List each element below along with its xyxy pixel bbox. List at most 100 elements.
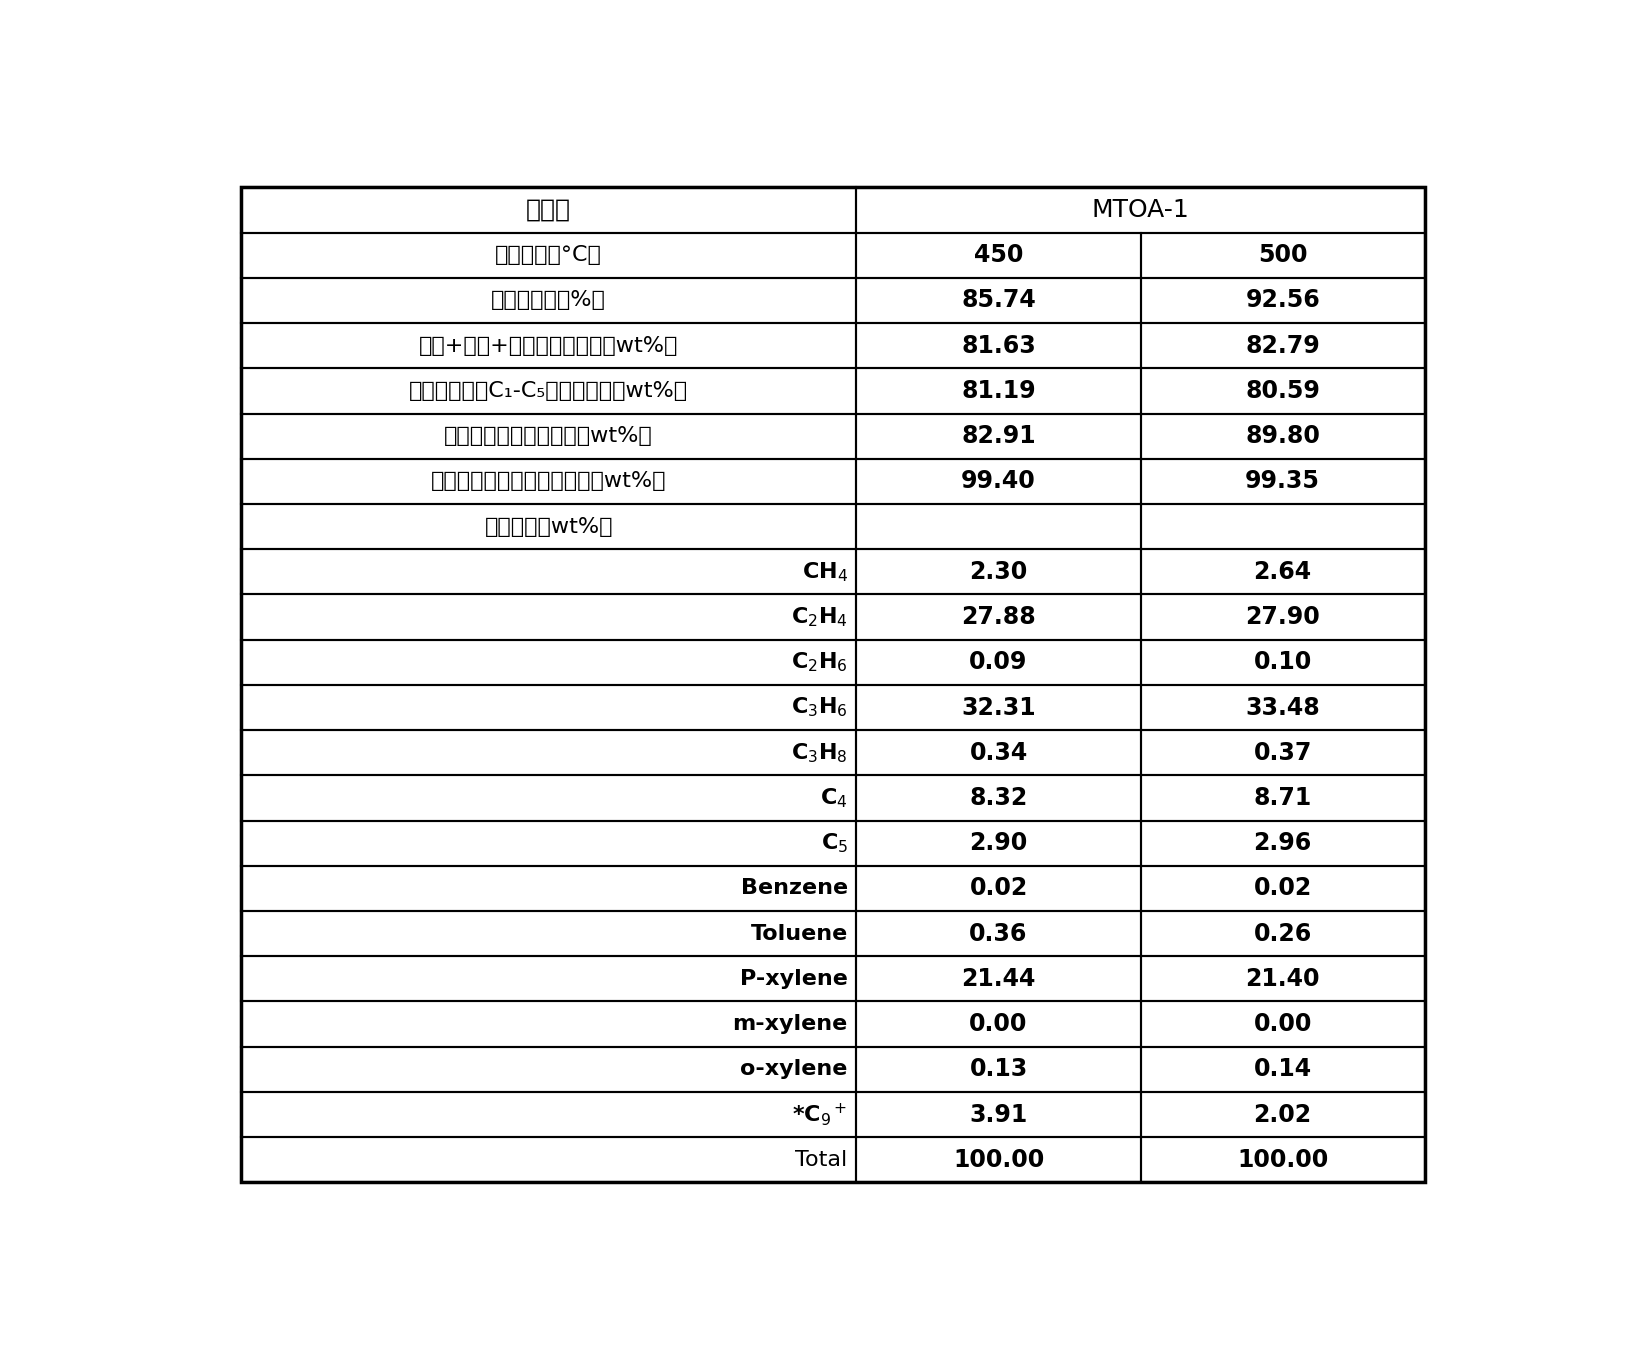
Bar	[240, 595, 856, 639]
Bar	[1141, 821, 1425, 865]
Bar	[240, 549, 856, 595]
Bar	[240, 323, 856, 369]
Bar	[856, 730, 1141, 775]
Text: 催化剂: 催化剂	[526, 198, 572, 222]
Text: 乙烯+丙烯+对二甲苯选择性（wt%）: 乙烯+丙烯+对二甲苯选择性（wt%）	[419, 335, 678, 355]
Bar	[240, 1137, 856, 1182]
Text: 81.63: 81.63	[960, 334, 1035, 358]
Bar	[856, 775, 1141, 821]
Bar	[1141, 1001, 1425, 1047]
Bar	[240, 503, 856, 549]
Text: P-xylene: P-xylene	[739, 969, 848, 989]
Bar	[240, 775, 856, 821]
Text: 99.35: 99.35	[1245, 470, 1320, 494]
Text: 0.02: 0.02	[1253, 876, 1311, 900]
Bar	[1141, 1137, 1425, 1182]
Bar	[240, 459, 856, 503]
Bar	[240, 277, 856, 323]
Text: 92.56: 92.56	[1245, 288, 1320, 312]
Bar	[240, 1092, 856, 1137]
Text: 2.64: 2.64	[1253, 560, 1311, 584]
Text: 21.40: 21.40	[1245, 966, 1320, 991]
Bar	[856, 1137, 1141, 1182]
Text: 0.09: 0.09	[970, 650, 1027, 674]
Text: 89.80: 89.80	[1245, 424, 1320, 448]
Bar	[856, 1092, 1141, 1137]
Text: 3.91: 3.91	[970, 1102, 1027, 1127]
Text: 85.74: 85.74	[960, 288, 1035, 312]
Text: C$_4$: C$_4$	[821, 786, 848, 810]
Text: 450: 450	[973, 244, 1024, 268]
Bar	[856, 233, 1141, 277]
Text: C$_3$H$_6$: C$_3$H$_6$	[791, 696, 848, 719]
Text: 33.48: 33.48	[1245, 696, 1320, 720]
Text: 27.90: 27.90	[1245, 606, 1320, 629]
Bar	[240, 911, 856, 956]
Bar	[1141, 323, 1425, 369]
Text: 80.59: 80.59	[1245, 380, 1320, 402]
Bar	[1141, 865, 1425, 911]
Bar	[856, 503, 1141, 549]
Text: Benzene: Benzene	[741, 879, 848, 898]
Bar	[856, 595, 1141, 639]
Text: CH$_4$: CH$_4$	[801, 560, 848, 584]
Text: 2.90: 2.90	[970, 832, 1027, 855]
Text: m-xylene: m-xylene	[733, 1014, 848, 1034]
Bar	[240, 369, 856, 413]
Bar	[1141, 233, 1425, 277]
Bar	[856, 685, 1141, 730]
Text: 32.31: 32.31	[962, 696, 1035, 720]
Bar	[240, 1047, 856, 1092]
Text: 100.00: 100.00	[952, 1148, 1045, 1172]
Text: 0.26: 0.26	[1253, 922, 1311, 946]
Text: Total: Total	[795, 1149, 848, 1170]
Text: 0.36: 0.36	[970, 922, 1027, 946]
Text: Toluene: Toluene	[751, 923, 848, 944]
Bar	[856, 459, 1141, 503]
Bar	[240, 685, 856, 730]
Bar	[856, 413, 1141, 459]
Text: 0.13: 0.13	[970, 1058, 1027, 1081]
Bar	[1141, 277, 1425, 323]
Bar	[240, 865, 856, 911]
Bar	[856, 956, 1141, 1001]
Bar	[856, 1047, 1141, 1092]
Text: 乙烯和丙烯在C₁-C₅组分中含量（wt%）: 乙烯和丙烯在C₁-C₅组分中含量（wt%）	[410, 381, 689, 401]
Bar	[856, 187, 1425, 233]
Bar	[240, 956, 856, 1001]
Bar	[240, 730, 856, 775]
Text: C$_2$H$_6$: C$_2$H$_6$	[791, 650, 848, 674]
Bar	[1141, 369, 1425, 413]
Text: 2.96: 2.96	[1253, 832, 1311, 855]
Text: 8.32: 8.32	[970, 786, 1027, 810]
Bar	[856, 639, 1141, 685]
Text: C$_3$H$_8$: C$_3$H$_8$	[791, 740, 848, 765]
Text: *C$_9$$^+$: *C$_9$$^+$	[793, 1101, 848, 1128]
Bar	[1141, 730, 1425, 775]
Text: 对二甲苯在二甲苯中选择性（wt%）: 对二甲苯在二甲苯中选择性（wt%）	[431, 471, 666, 491]
Bar	[1141, 503, 1425, 549]
Bar	[856, 549, 1141, 595]
Bar	[1141, 685, 1425, 730]
Bar	[856, 369, 1141, 413]
Text: 0.37: 0.37	[1253, 740, 1311, 765]
Bar	[240, 639, 856, 685]
Bar	[240, 1001, 856, 1047]
Bar	[1141, 595, 1425, 639]
Text: 甲醇转化率（%）: 甲醇转化率（%）	[491, 291, 606, 311]
Bar	[856, 865, 1141, 911]
Text: 8.71: 8.71	[1253, 786, 1311, 810]
Bar	[1141, 1092, 1425, 1137]
Bar	[240, 187, 856, 233]
Bar	[1141, 775, 1425, 821]
Text: 100.00: 100.00	[1237, 1148, 1328, 1172]
Text: 500: 500	[1258, 244, 1308, 268]
Text: C$_2$H$_4$: C$_2$H$_4$	[791, 606, 848, 629]
Text: 反应温度（°C）: 反应温度（°C）	[496, 245, 603, 265]
Bar	[240, 233, 856, 277]
Text: 对二甲苯在芳烃中含量（wt%）: 对二甲苯在芳烃中含量（wt%）	[444, 427, 653, 446]
Bar	[1141, 639, 1425, 685]
Text: C$_5$: C$_5$	[821, 832, 848, 855]
Text: 81.19: 81.19	[962, 380, 1035, 402]
Text: 27.88: 27.88	[960, 606, 1035, 629]
